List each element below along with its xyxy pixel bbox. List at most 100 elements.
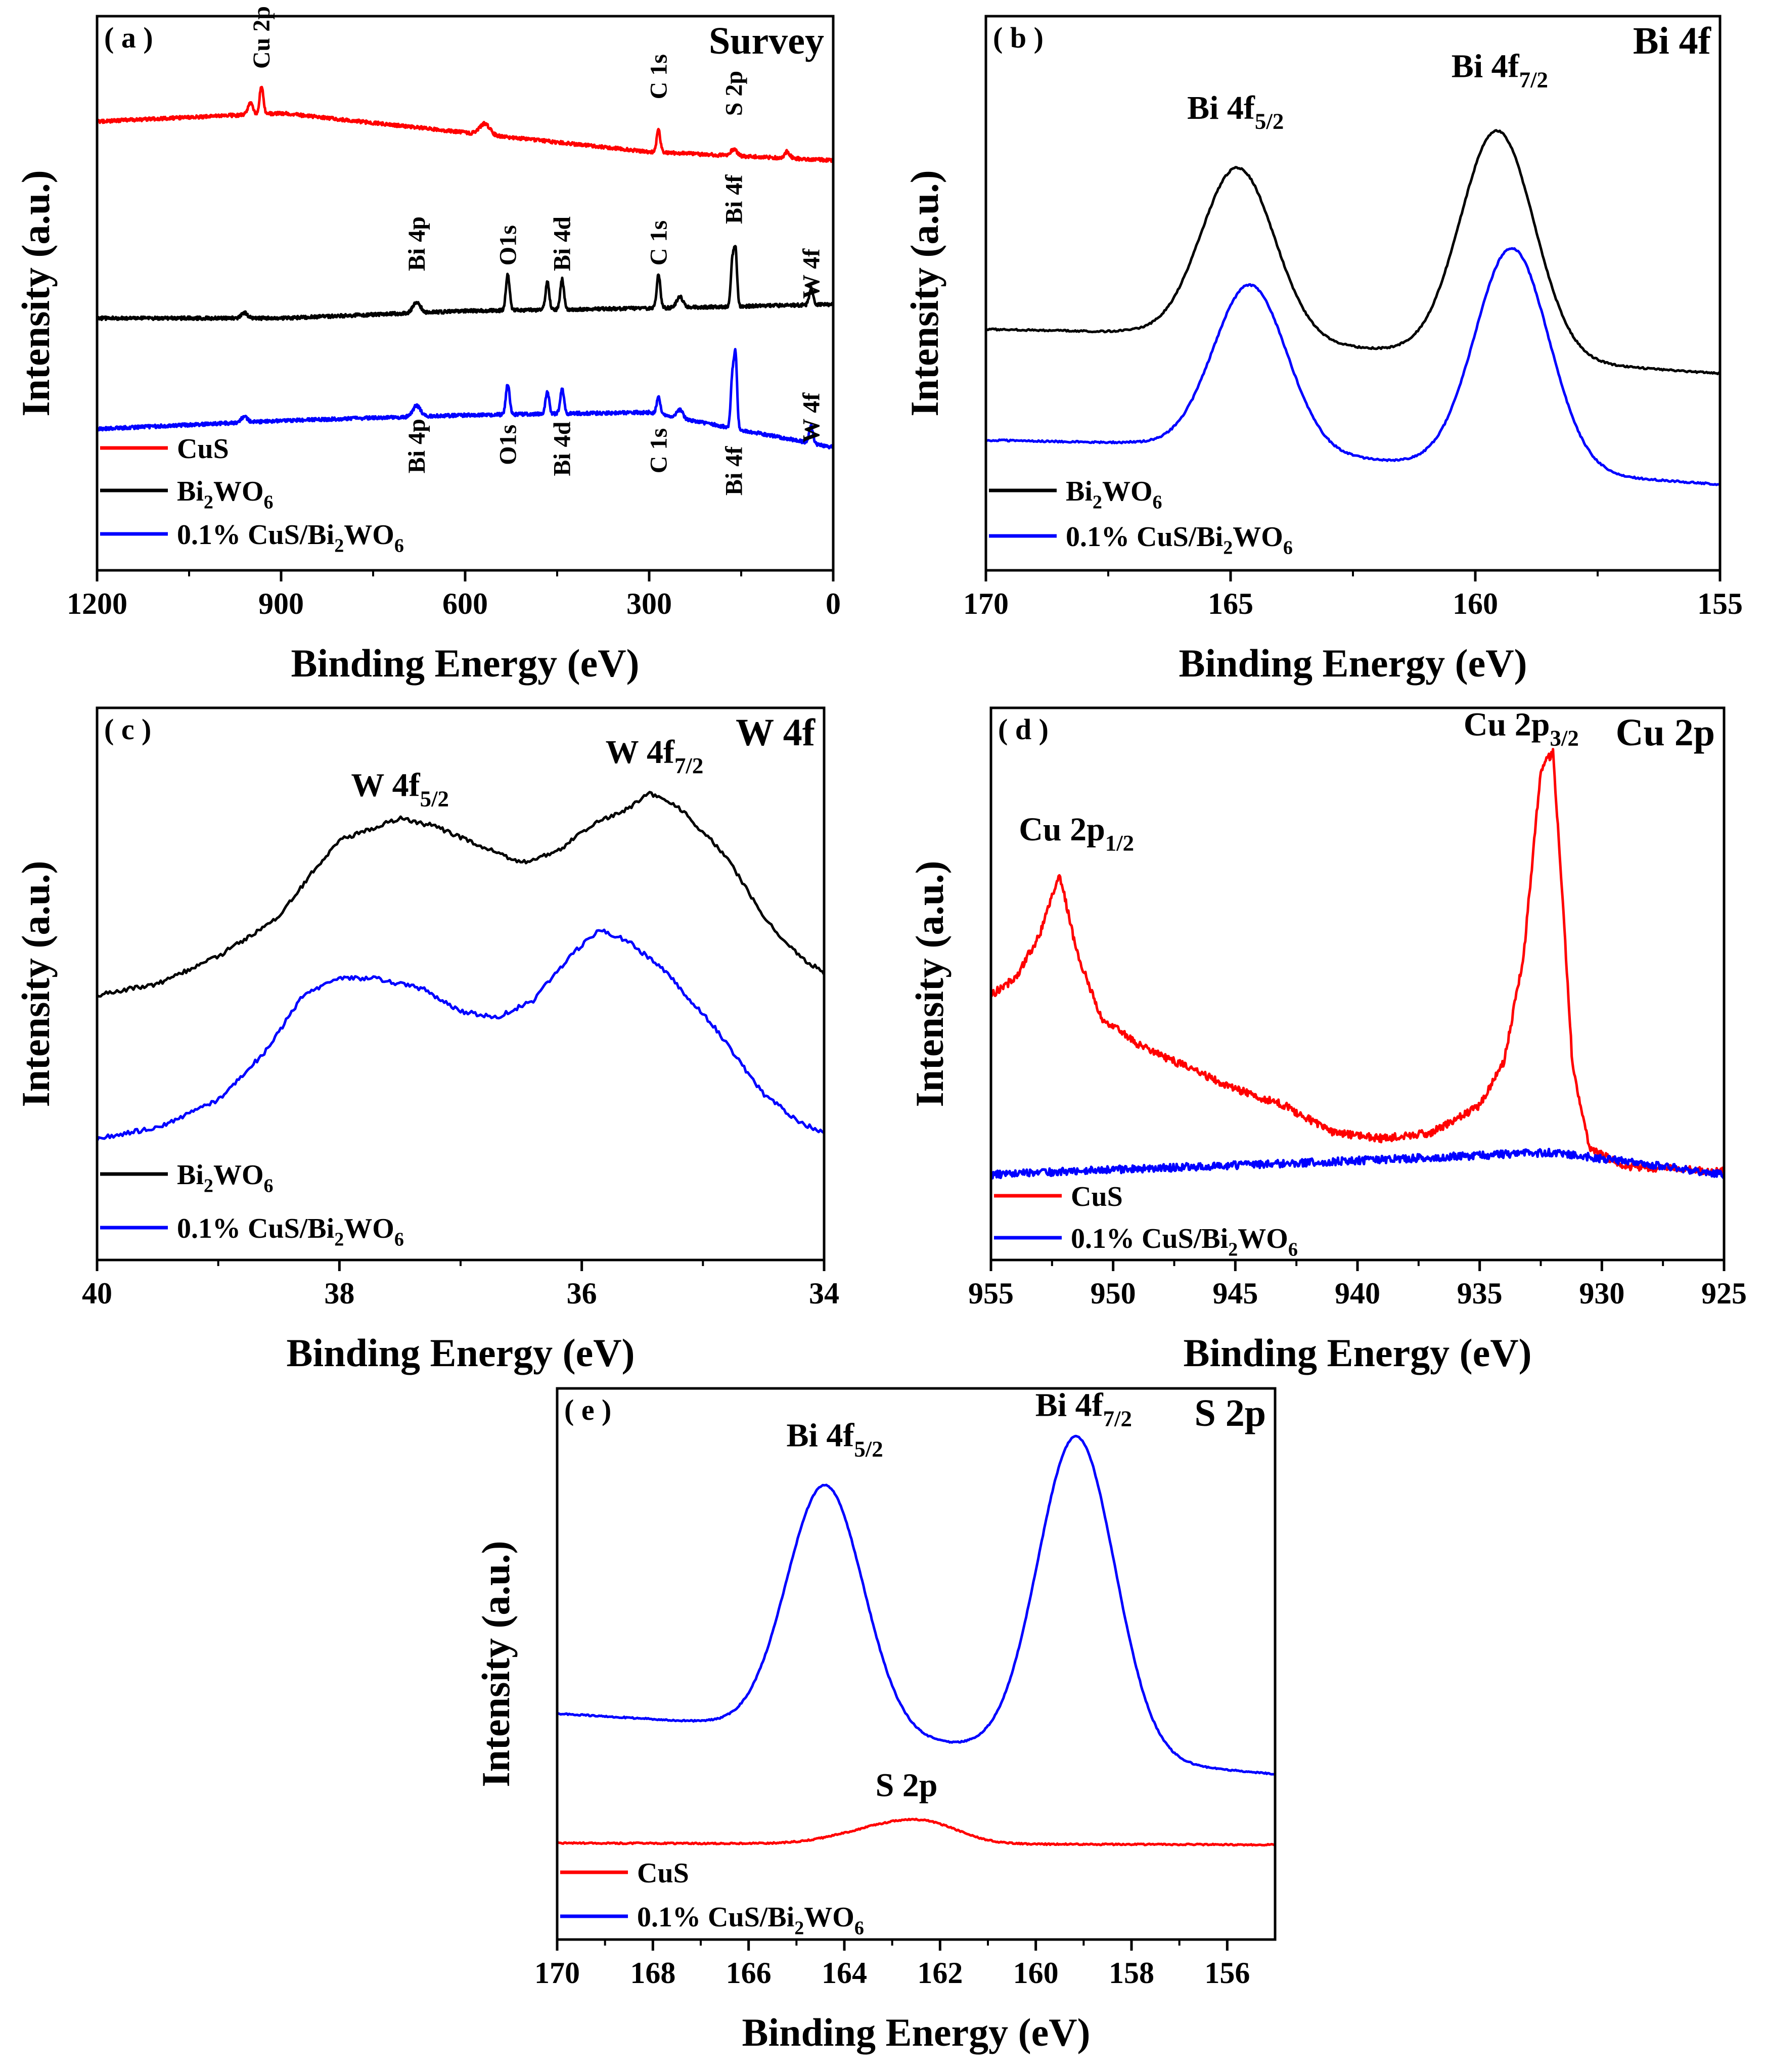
y-axis-label: Intensity (a.u.) — [902, 170, 946, 417]
x-tick-label: 600 — [442, 587, 488, 620]
series-line-0-1-cus-bi2wo6 — [97, 928, 824, 1142]
peak-label: O1s — [494, 225, 521, 265]
x-tick-label: 170 — [534, 1956, 580, 1990]
peak-label: Bi 4p — [403, 419, 430, 473]
y-axis-label: Intensity (a.u.) — [474, 1541, 518, 1787]
x-tick-label: 1200 — [67, 587, 127, 620]
peak-label: Bi 4d — [549, 421, 576, 476]
peak-label: Cu 2p1/2 — [1019, 811, 1134, 855]
peak-label: Bi 4f — [720, 174, 747, 224]
y-axis-label: Intensity (a.u.) — [908, 861, 952, 1107]
peak-label: S 2p — [720, 71, 747, 116]
x-axis-label: Binding Energy (eV) — [1183, 1331, 1531, 1375]
panel-tag: ( d ) — [998, 713, 1049, 746]
x-tick-label: 940 — [1335, 1277, 1380, 1310]
panel-b: 170 165 160 155 Binding Energy (eV) Intensity… — [902, 15, 1743, 685]
panel-title: Survey — [709, 20, 824, 62]
x-tick-label: 40 — [82, 1277, 112, 1310]
peak-label: Cu 2p — [248, 6, 275, 69]
panel-d: 955 950 945 940 935 930 925 Binding Energy (eV)… — [908, 706, 1747, 1375]
peak-label: W 4f — [798, 392, 825, 443]
x-tick-label: 0 — [826, 587, 841, 620]
x-tick-label: 170 — [963, 587, 1009, 620]
legend-label: 0.1% CuS/Bi2WO6 — [1071, 1223, 1298, 1260]
legend-label: Bi2WO6 — [1066, 476, 1162, 513]
peak-label: Bi 4p — [403, 216, 430, 271]
peak-label: Bi 4f7/2 — [1452, 48, 1548, 93]
legend-label: 0.1% CuS/Bi2WO6 — [177, 519, 404, 557]
legend-label: Bi2WO6 — [177, 476, 274, 513]
x-axis-label: Binding Energy (eV) — [742, 2010, 1090, 2054]
x-tick-label: 950 — [1091, 1277, 1136, 1310]
legend-label: CuS — [1071, 1181, 1123, 1212]
x-tick-label: 900 — [258, 587, 304, 620]
x-axis-label: Binding Energy (eV) — [1179, 641, 1527, 685]
x-tick-label: 165 — [1208, 587, 1253, 620]
x-tick-label: 945 — [1212, 1277, 1258, 1310]
series-line-0-1-cus-bi2wo6 — [97, 348, 833, 449]
panel-title: Bi 4f — [1633, 20, 1712, 62]
plot-frame — [989, 706, 1726, 1262]
panel-title: S 2p — [1194, 1392, 1266, 1434]
x-tick-label: 34 — [809, 1277, 839, 1310]
x-tick-label: 168 — [630, 1956, 675, 1990]
y-axis-label: Intensity (a.u.) — [14, 861, 58, 1107]
peak-label: W 4f7/2 — [606, 734, 704, 778]
peak-label: W 4f — [798, 248, 825, 299]
panel-tag: ( b ) — [993, 21, 1044, 54]
legend-label: 0.1% CuS/Bi2WO6 — [177, 1213, 404, 1250]
x-tick-label: 955 — [968, 1277, 1014, 1310]
panel-e: 170 168 166 164 162 160 158 156 Binding Energy (… — [474, 1387, 1277, 2054]
peak-label: S 2p — [876, 1767, 938, 1804]
x-tick-label: 155 — [1697, 587, 1743, 620]
panel-tag: ( e ) — [564, 1393, 611, 1426]
x-tick-label: 156 — [1204, 1956, 1250, 1990]
plot-frame — [556, 1387, 1277, 1941]
peak-label: O1s — [494, 425, 521, 465]
y-axis-label: Intensity (a.u.) — [14, 170, 58, 417]
series-line-0-1-cus-bi2wo6 — [986, 247, 1720, 486]
peak-label: Bi 4f7/2 — [1035, 1387, 1132, 1431]
panel-c: 40 38 36 34 Binding Energy (eV) Intensity (a.… — [14, 706, 839, 1375]
peak-label: W 4f5/2 — [351, 767, 449, 812]
x-tick-label: 36 — [567, 1277, 597, 1310]
x-axis-label: Binding Energy (eV) — [291, 641, 639, 685]
series-line-0-1-cus-bi2wo6 — [557, 1434, 1275, 1776]
x-tick-label: 300 — [626, 587, 672, 620]
peak-label: Bi 4f5/2 — [786, 1417, 883, 1461]
series-line-cus — [97, 85, 833, 163]
legend-label: 0.1% CuS/Bi2WO6 — [637, 1902, 864, 1939]
x-axis-label: Binding Energy (eV) — [286, 1331, 635, 1375]
legend-label: Bi2WO6 — [177, 1159, 274, 1197]
panel-a: 1200 900 600 300 0 Binding Energy (eV) Intensi… — [14, 6, 841, 685]
peak-label: Cu 2p3/2 — [1464, 706, 1579, 751]
x-tick-label: 935 — [1457, 1277, 1503, 1310]
series-line-bi2wo6 — [97, 791, 824, 998]
peak-label: Bi 4f — [720, 446, 747, 496]
peak-label: Bi 4f5/2 — [1187, 89, 1284, 134]
x-tick-label: 162 — [917, 1956, 963, 1990]
series-line-bi2wo6 — [986, 129, 1720, 376]
series-line-bi2wo6 — [97, 245, 833, 322]
x-tick-label: 925 — [1701, 1277, 1747, 1310]
panel-tag: ( c ) — [104, 713, 151, 746]
series-line-cus — [557, 1818, 1275, 1847]
peak-label: C 1s — [645, 428, 672, 473]
peak-label: C 1s — [645, 54, 672, 99]
panel-title: W 4f — [736, 711, 816, 754]
panel-title: Cu 2p — [1616, 711, 1715, 754]
legend-label: 0.1% CuS/Bi2WO6 — [1066, 521, 1293, 559]
panel-tag: ( a ) — [104, 21, 153, 54]
legend-label: CuS — [637, 1858, 689, 1889]
x-tick-label: 160 — [1453, 587, 1498, 620]
x-tick-label: 166 — [726, 1956, 772, 1990]
series-line-cus — [991, 748, 1724, 1176]
x-tick-label: 38 — [324, 1277, 354, 1310]
peak-label: Bi 4d — [549, 216, 576, 271]
series-line-0-1-cus-bi2wo6 — [991, 1148, 1724, 1180]
x-tick-label: 160 — [1013, 1956, 1059, 1990]
x-tick-label: 164 — [822, 1956, 867, 1990]
plot-frame — [984, 15, 1722, 572]
legend-label: CuS — [177, 433, 229, 465]
